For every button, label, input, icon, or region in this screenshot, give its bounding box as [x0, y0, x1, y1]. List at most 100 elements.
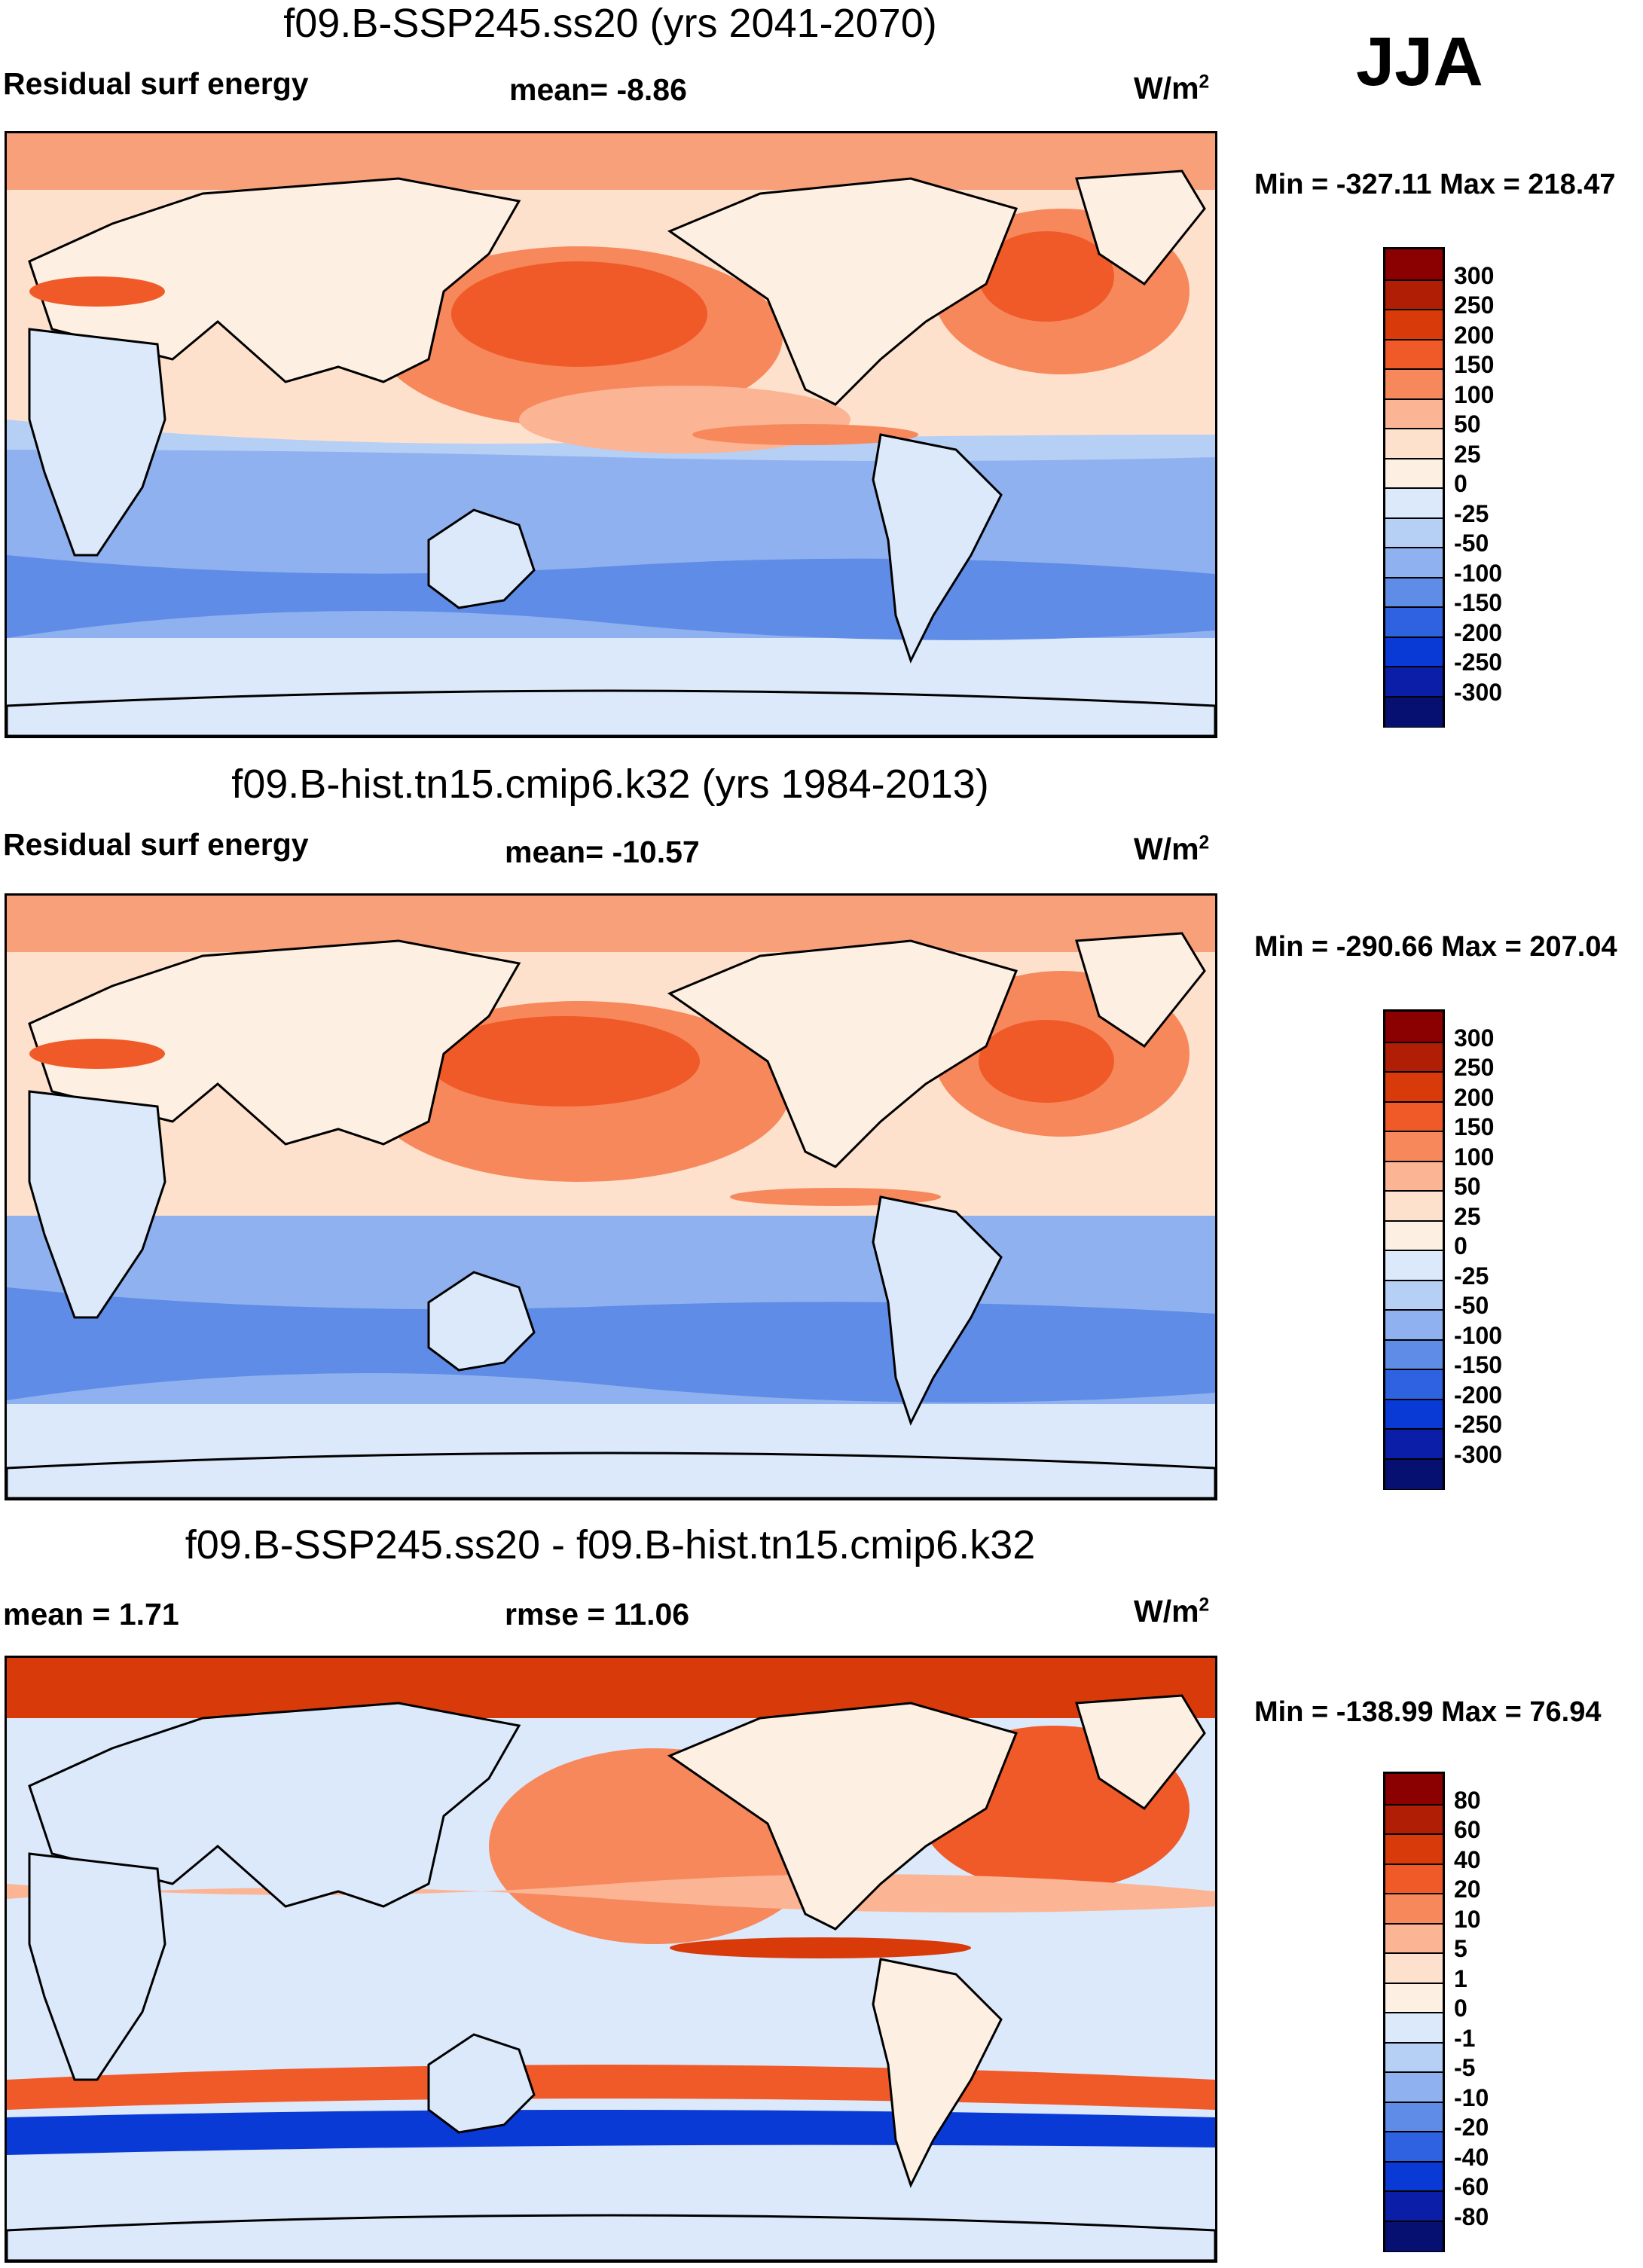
colorbar-swatch: [1385, 1339, 1443, 1370]
colorbar-swatch: [1385, 309, 1443, 340]
colorbar-swatch: [1385, 338, 1443, 370]
colorbar-tick-label: 250: [1454, 1054, 1495, 1081]
map-canvas: [7, 133, 1215, 736]
colorbar-tick-label: -150: [1454, 589, 1503, 616]
colorbar-swatch: [1385, 428, 1443, 459]
colorbar-tick-label: 50: [1454, 1173, 1481, 1200]
colorbar-tick-label: -50: [1454, 1292, 1489, 1319]
colorbar-tick-label: -100: [1454, 559, 1503, 587]
colorbar-swatch: [1385, 1833, 1443, 1865]
colorbar-swatch: [1385, 2190, 1443, 2222]
colorbar-swatch: [1385, 547, 1443, 578]
min-max-label: Min = -138.99 Max = 76.94: [1254, 1696, 1602, 1728]
colorbar-swatch: [1385, 695, 1443, 727]
colorbar-swatch: [1385, 1458, 1443, 1489]
colorbar-swatch: [1385, 1160, 1443, 1192]
colorbar-swatch: [1385, 2220, 1443, 2251]
colorbar-swatch: [1385, 1893, 1443, 1925]
colorbar-tick-label: -250: [1454, 649, 1503, 676]
colorbar-swatch: [1385, 2041, 1443, 2073]
colorbar-tick-label: -5: [1454, 2054, 1476, 2081]
colorbar-tick-label: 25: [1454, 440, 1481, 468]
colorbar-swatch: [1385, 1428, 1443, 1460]
colorbar-swatch: [1385, 1863, 1443, 1894]
colorbar-tick-label: -60: [1454, 2173, 1489, 2200]
colorbar-tick-label: 40: [1454, 1845, 1481, 1873]
colorbar-swatch: [1385, 1398, 1443, 1430]
colorbar-swatch: [1385, 2012, 1443, 2044]
colorbar-tick-label: 300: [1454, 261, 1495, 289]
min-max-label: Min = -290.66 Max = 207.04: [1254, 931, 1617, 963]
variable-label: Residual surf energy: [3, 66, 309, 101]
min-max-label: Min = -327.11 Max = 218.47: [1254, 169, 1616, 200]
colorbar-tick-label: -25: [1454, 499, 1489, 527]
colorbar-tick-label: 0: [1454, 470, 1467, 497]
mean-stat: mean= -8.86: [509, 72, 687, 107]
colorbar-swatch: [1385, 1803, 1443, 1835]
colorbar-swatch: [1385, 398, 1443, 429]
map-canvas: [7, 1658, 1215, 2260]
colorbar-swatch: [1385, 1369, 1443, 1400]
map-plot: [5, 893, 1217, 1500]
colorbar-swatch: [1385, 1774, 1443, 1804]
colorbar-tick-label: 0: [1454, 1995, 1467, 2022]
colorbar-tick-label: 1: [1454, 1964, 1467, 1992]
colorbar-labels: 80 60 40 20 10 5 1 0 -1 -5 -10 -20 -40 -60 -80: [1454, 1772, 1605, 2248]
colorbar-swatch: [1385, 1071, 1443, 1103]
colorbar-swatch: [1385, 279, 1443, 310]
colorbar-tick-label: -250: [1454, 1411, 1503, 1438]
colorbar-tick-label: 0: [1454, 1232, 1467, 1259]
colorbar-tick-label: -80: [1454, 2202, 1489, 2230]
colorbar-tick-label: 100: [1454, 380, 1495, 408]
colorbar-tick-label: 5: [1454, 1935, 1467, 1962]
units-label: W/m2: [1134, 71, 1210, 105]
colorbar-swatch: [1385, 249, 1443, 279]
colorbar-swatch: [1385, 517, 1443, 548]
colorbar-tick-label: -300: [1454, 678, 1503, 706]
colorbar-tick-label: 50: [1454, 411, 1481, 438]
colorbar-tick-label: -10: [1454, 2083, 1489, 2111]
variable-label: Residual surf energy: [3, 827, 309, 862]
map-plot: [5, 131, 1217, 738]
colorbar-swatch: [1385, 1131, 1443, 1162]
panel-title: f09.B-SSP245.ss20 (yrs 2041-2070): [283, 1, 937, 46]
colorbar-swatch: [1385, 1952, 1443, 1984]
colorbar-tick-label: 200: [1454, 1083, 1495, 1111]
colorbar-tick-label: -200: [1454, 618, 1503, 646]
colorbar-labels: 300 250 200 150 100 50 25 0 -25 -50 -100 -150 -200 -2…: [1454, 1009, 1605, 1485]
colorbar-tick-label: 250: [1454, 292, 1495, 319]
colorbar-tick-label: 20: [1454, 1876, 1481, 1903]
colorbar-swatch: [1385, 487, 1443, 519]
season-label: JJA: [1356, 23, 1483, 100]
colorbar-tick-label: 150: [1454, 351, 1495, 378]
colorbar: [1383, 1772, 1445, 2252]
colorbar-tick-label: -100: [1454, 1321, 1503, 1349]
colorbar-tick-label: 10: [1454, 1905, 1481, 1933]
colorbar: [1383, 247, 1445, 728]
colorbar-tick-label: 60: [1454, 1816, 1481, 1843]
colorbar-swatch: [1385, 666, 1443, 697]
colorbar-swatch: [1385, 1309, 1443, 1341]
colorbar-swatch: [1385, 457, 1443, 489]
colorbar-swatch: [1385, 1250, 1443, 1281]
units-label: W/m2: [1134, 832, 1210, 866]
colorbar-tick-label: 300: [1454, 1024, 1495, 1052]
colorbar-tick-label: -1: [1454, 2024, 1476, 2052]
colorbar: [1383, 1009, 1445, 1490]
colorbar-swatch: [1385, 1012, 1443, 1042]
colorbar-swatch: [1385, 606, 1443, 638]
panel-title: f09.B-hist.tn15.cmip6.k32 (yrs 1984-2013…: [231, 762, 989, 807]
colorbar-swatch: [1385, 1279, 1443, 1311]
colorbar-swatch: [1385, 1982, 1443, 2013]
colorbar-labels: 300 250 200 150 100 50 25 0 -25 -50 -100 -150 -200 -2…: [1454, 247, 1605, 723]
colorbar-swatch: [1385, 2131, 1443, 2163]
panel-title: f09.B-SSP245.ss20 - f09.B-hist.tn15.cmip…: [185, 1522, 1036, 1567]
colorbar-swatch: [1385, 368, 1443, 400]
colorbar-swatch: [1385, 1190, 1443, 1222]
colorbar-swatch: [1385, 2071, 1443, 2103]
map-canvas: [7, 896, 1215, 1498]
colorbar-tick-label: 200: [1454, 321, 1495, 349]
colorbar-swatch: [1385, 2160, 1443, 2192]
colorbar-swatch: [1385, 576, 1443, 608]
colorbar-swatch: [1385, 2101, 1443, 2132]
